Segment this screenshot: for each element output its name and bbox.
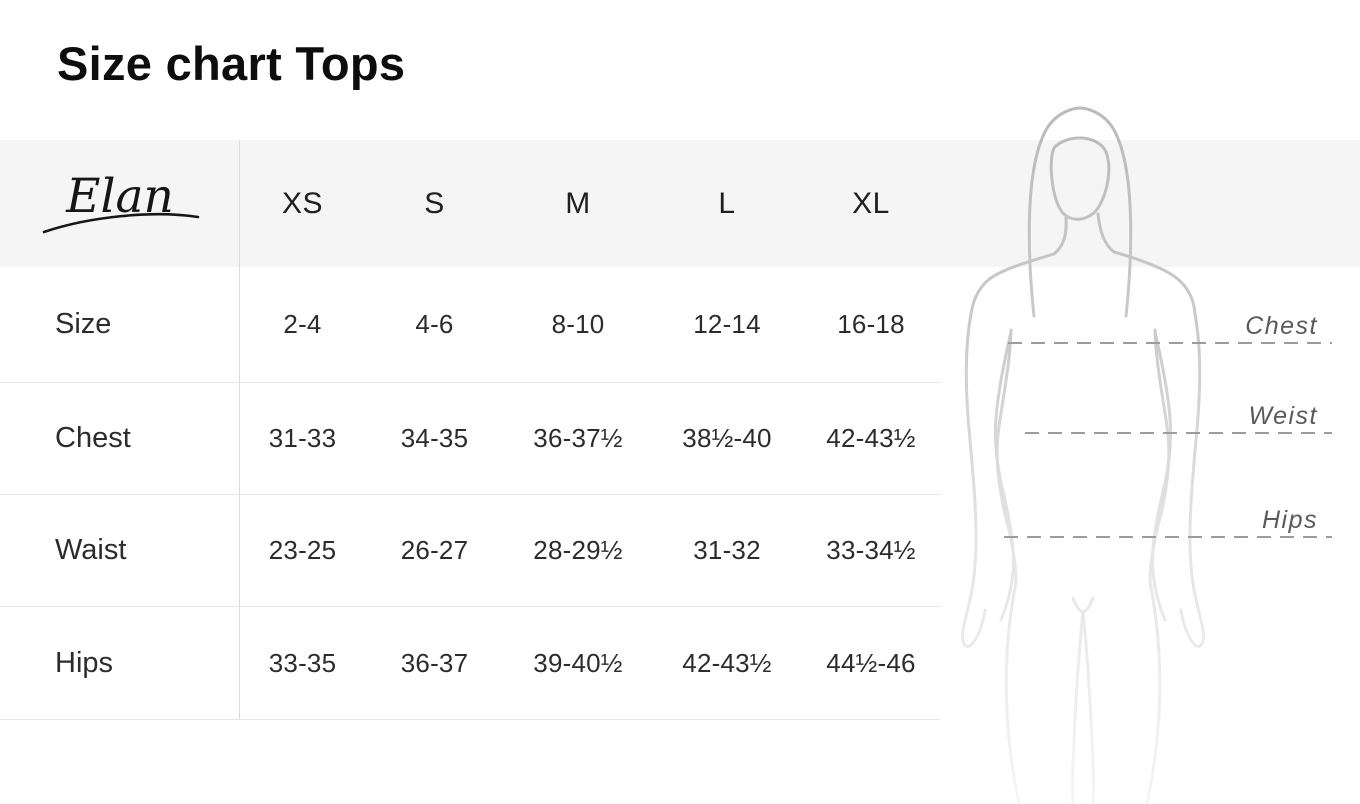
torso-left bbox=[995, 328, 1018, 584]
row-label-waist: Waist bbox=[0, 495, 240, 607]
cell-size-xs: 2-4 bbox=[240, 267, 365, 383]
leg-left-inner bbox=[1071, 610, 1085, 804]
body-measurement-figure: Chest Weist Hips bbox=[961, 106, 1332, 804]
logo-underline-flourish bbox=[42, 212, 199, 233]
page-title: Size chart Tops bbox=[57, 37, 406, 90]
torso-right bbox=[1148, 328, 1171, 584]
cell-hips-m: 39-40½ bbox=[504, 607, 652, 720]
column-header-xl: XL bbox=[852, 186, 890, 220]
size-table: Elan XS S M L XL Size 2-4 4-6 8-10 12-14… bbox=[0, 140, 940, 720]
cell-hips-l: 42-43½ bbox=[652, 607, 802, 720]
cell-chest-m: 36-37½ bbox=[504, 383, 652, 495]
cell-hips-xl: 44½-46 bbox=[802, 607, 940, 720]
arm-left-inner bbox=[994, 330, 1015, 622]
shoulder-right bbox=[1112, 250, 1197, 316]
waist-label: Weist bbox=[1248, 402, 1318, 430]
cell-waist-s: 26-27 bbox=[365, 495, 504, 607]
neck-left-line bbox=[1052, 216, 1068, 256]
cell-chest-xs: 31-33 bbox=[240, 383, 365, 495]
column-header-m: M bbox=[565, 186, 591, 220]
brand-logo-svg: Elan bbox=[42, 169, 199, 233]
shoulder-left bbox=[969, 252, 1056, 316]
arm-right-outer bbox=[1179, 312, 1205, 649]
cell-waist-xs: 23-25 bbox=[240, 495, 365, 607]
column-header-l: L bbox=[718, 186, 736, 220]
crotch-line bbox=[1071, 596, 1095, 614]
cell-size-m: 8-10 bbox=[504, 267, 652, 383]
cell-waist-l: 31-32 bbox=[652, 495, 802, 607]
row-label-size: Size bbox=[0, 267, 240, 383]
cell-waist-m: 28-29½ bbox=[504, 495, 652, 607]
cell-chest-xl: 42-43½ bbox=[802, 383, 940, 495]
column-header-xs: XS bbox=[281, 186, 324, 220]
woman-outline-illustration bbox=[961, 106, 1205, 804]
cell-hips-xs: 33-35 bbox=[240, 607, 365, 720]
chest-label: Chest bbox=[1245, 312, 1318, 340]
cell-size-s: 4-6 bbox=[365, 267, 504, 383]
neck-right-line bbox=[1096, 212, 1116, 254]
row-label-chest: Chest bbox=[0, 383, 240, 495]
cell-chest-s: 34-35 bbox=[365, 383, 504, 495]
row-label-hips: Hips bbox=[0, 607, 240, 720]
cell-chest-l: 38½-40 bbox=[652, 383, 802, 495]
face-outline bbox=[1049, 136, 1111, 221]
column-header-s: S bbox=[424, 186, 445, 220]
cell-size-xl: 16-18 bbox=[802, 267, 940, 383]
leg-right-outer bbox=[1145, 580, 1162, 804]
cell-waist-xl: 33-34½ bbox=[802, 495, 940, 607]
brand-logo: Elan bbox=[0, 140, 240, 267]
measurement-lines bbox=[1004, 342, 1332, 538]
table-header-band bbox=[0, 140, 1360, 267]
leg-left-outer bbox=[1004, 580, 1021, 804]
arm-right-inner bbox=[1151, 330, 1172, 622]
hair-outline bbox=[1027, 106, 1133, 318]
cell-size-l: 12-14 bbox=[652, 267, 802, 383]
hips-label: Hips bbox=[1262, 506, 1318, 534]
arm-left-outer bbox=[961, 312, 987, 649]
cell-hips-s: 36-37 bbox=[365, 607, 504, 720]
leg-right-inner bbox=[1081, 610, 1095, 804]
